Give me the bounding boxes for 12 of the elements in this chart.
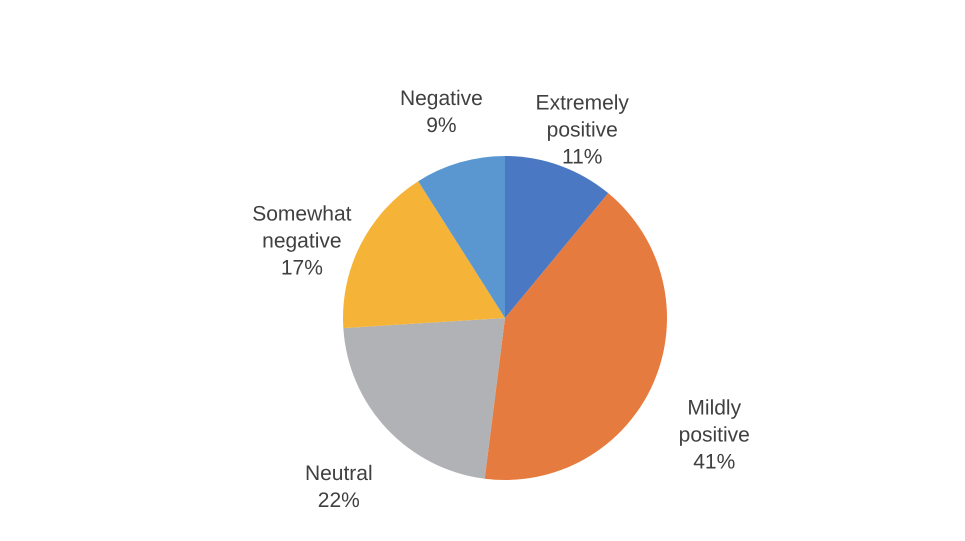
slice-label: Neutral xyxy=(304,462,373,486)
data-label: 22% xyxy=(318,489,360,512)
slice-label: Negative xyxy=(400,87,483,110)
data-label: 41% xyxy=(693,450,736,474)
pie-slice xyxy=(484,193,667,480)
slice-label: Mildly positive xyxy=(678,396,750,447)
slice-label: Extremely positive xyxy=(536,91,630,142)
data-label: 17% xyxy=(280,256,323,280)
data-label: 9% xyxy=(426,114,457,138)
slice-label: Somewhat negative xyxy=(252,202,352,252)
data-label: 11% xyxy=(562,145,602,168)
pie-slice xyxy=(418,156,505,318)
